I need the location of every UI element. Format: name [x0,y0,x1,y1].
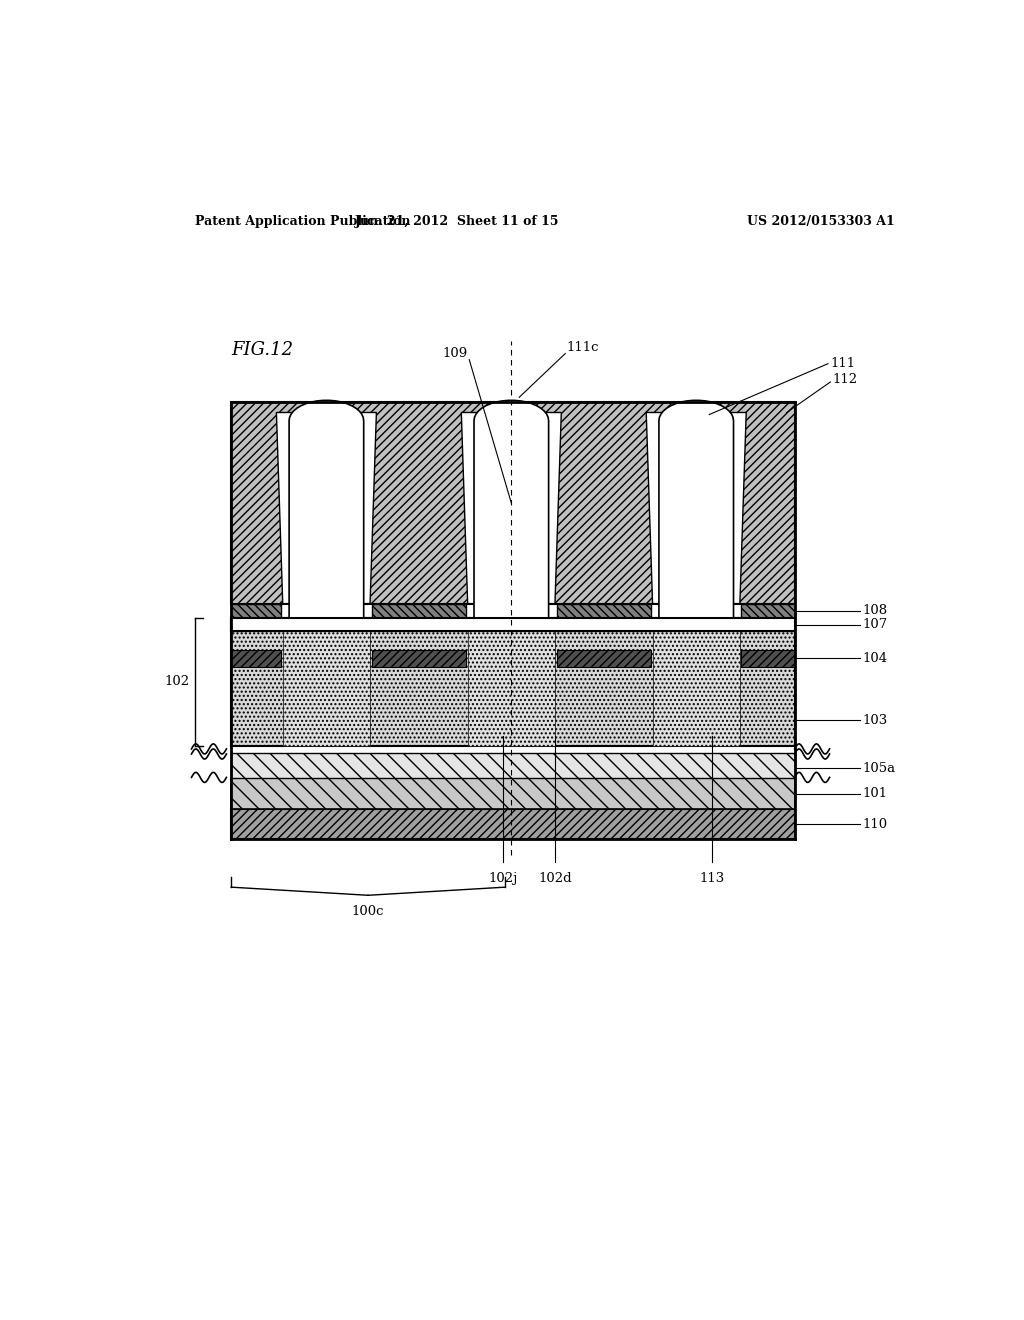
Text: FIG.12: FIG.12 [231,342,293,359]
Polygon shape [461,412,561,603]
Text: 105a: 105a [862,762,895,775]
Bar [231,403,795,603]
Text: US 2012/0153303 A1: US 2012/0153303 A1 [748,215,895,228]
Bar [372,651,466,667]
Bar [231,631,795,746]
Bar [741,603,795,618]
Polygon shape [474,400,549,618]
Bar [231,618,795,631]
Text: 102: 102 [164,676,189,688]
Bar [652,631,740,746]
Bar [283,631,370,746]
Bar [372,603,466,618]
Bar [231,752,795,779]
Text: 111: 111 [830,358,855,370]
Polygon shape [658,400,733,618]
Text: 111c: 111c [567,341,599,354]
Text: 109: 109 [442,347,468,359]
Polygon shape [289,400,364,618]
Bar [283,631,370,746]
Text: 108: 108 [862,605,887,618]
Text: 100c: 100c [352,906,384,919]
Text: 107: 107 [862,619,888,631]
Text: 102d: 102d [539,873,571,884]
Text: 102j: 102j [488,873,518,884]
Polygon shape [646,412,746,603]
Text: 113: 113 [699,873,725,884]
Text: Jun. 21, 2012  Sheet 11 of 15: Jun. 21, 2012 Sheet 11 of 15 [355,215,559,228]
Text: 110: 110 [862,817,887,830]
Text: 101: 101 [862,787,887,800]
Bar [468,631,555,746]
Bar [231,779,795,809]
Bar [741,651,795,667]
Bar [652,631,740,746]
Text: 104: 104 [862,652,887,665]
Text: 112: 112 [833,374,858,387]
Bar [231,618,795,631]
Bar [557,651,651,667]
Text: 103: 103 [862,714,888,727]
Bar [468,631,555,746]
Bar [231,809,795,840]
Bar [557,603,651,618]
Bar [231,651,282,667]
Bar [231,603,282,618]
Polygon shape [276,412,377,603]
Text: Patent Application Publication: Patent Application Publication [196,215,411,228]
